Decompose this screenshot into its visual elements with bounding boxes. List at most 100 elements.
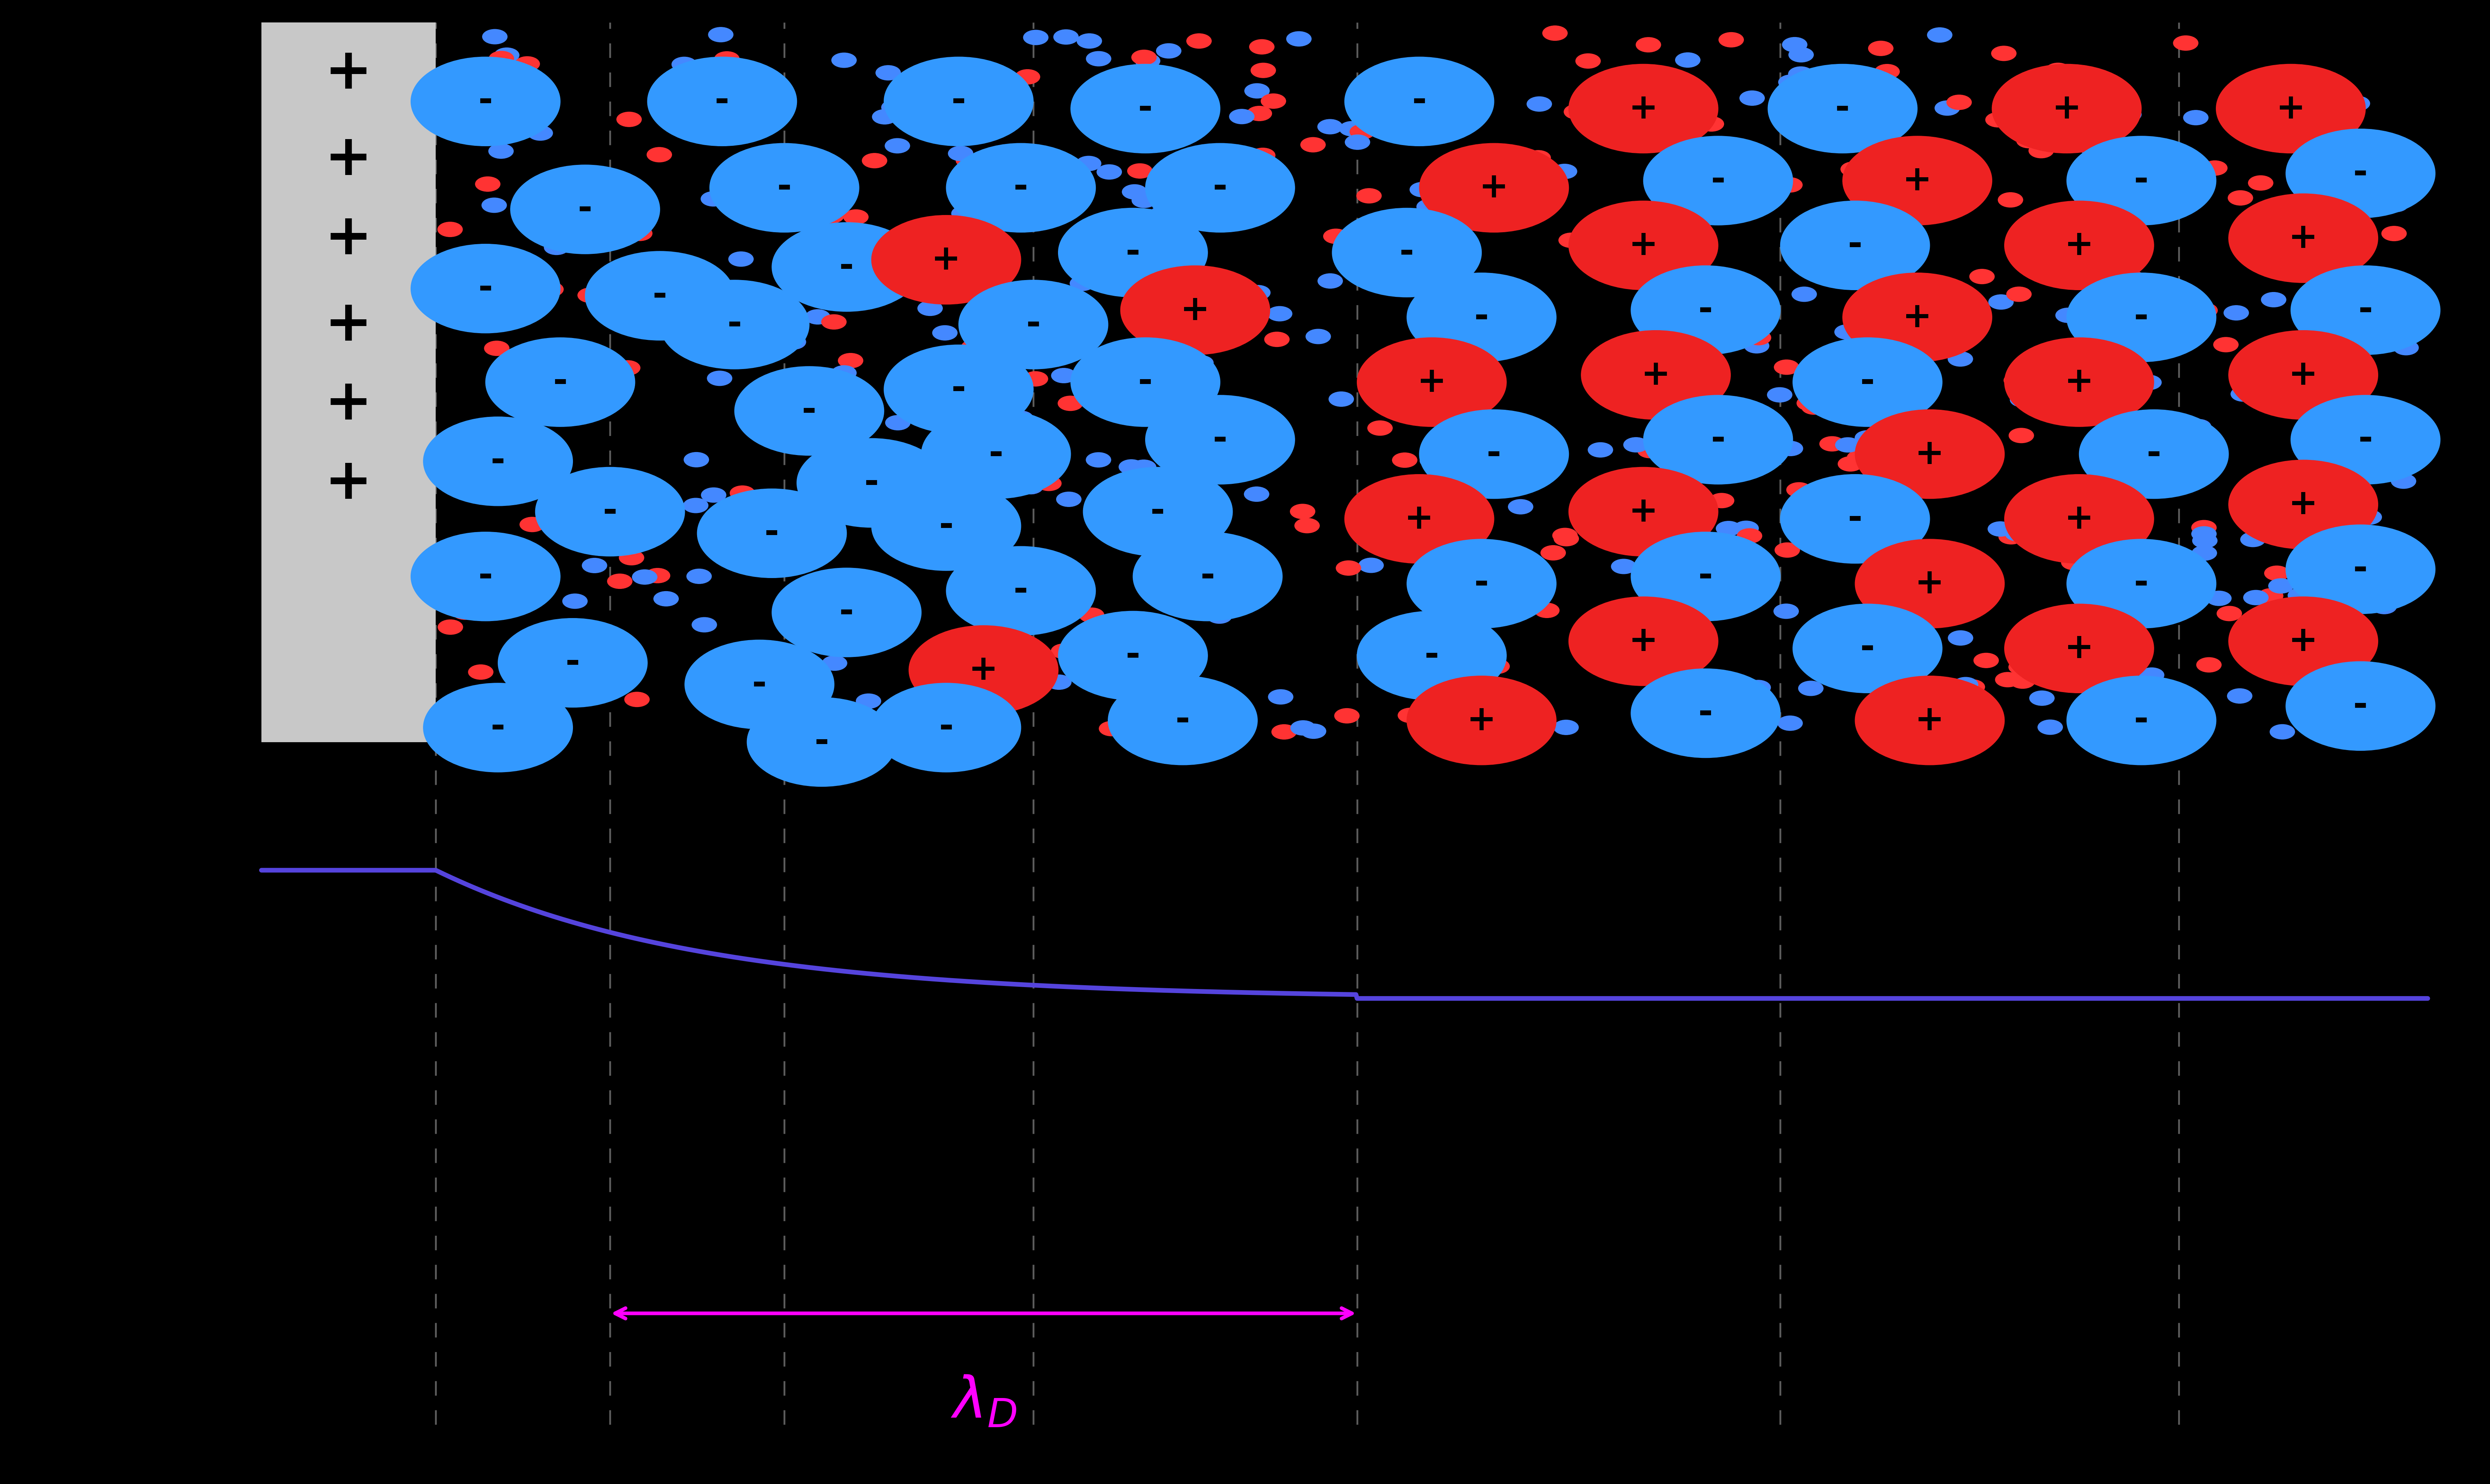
Circle shape [2229, 331, 2378, 420]
Circle shape [1541, 546, 1566, 561]
Circle shape [1594, 375, 1618, 390]
Circle shape [436, 304, 461, 319]
Circle shape [886, 416, 911, 430]
Circle shape [1788, 67, 1813, 82]
Circle shape [486, 337, 635, 427]
Circle shape [1330, 392, 1355, 407]
Circle shape [1360, 252, 1384, 267]
Circle shape [1479, 724, 1504, 739]
Circle shape [2206, 591, 2231, 605]
Circle shape [1718, 33, 1743, 47]
Text: +: + [1641, 358, 1671, 392]
Circle shape [1208, 608, 1233, 623]
Circle shape [1631, 266, 1780, 355]
Circle shape [538, 282, 563, 297]
Text: +: + [2064, 631, 2094, 666]
Circle shape [2321, 613, 2346, 628]
Circle shape [647, 147, 672, 162]
Circle shape [583, 558, 608, 573]
Circle shape [2286, 85, 2311, 99]
Circle shape [1733, 521, 1758, 536]
Circle shape [1051, 368, 1076, 383]
Circle shape [2276, 484, 2301, 499]
Circle shape [468, 665, 493, 680]
Circle shape [1272, 724, 1297, 739]
Circle shape [1133, 193, 1158, 208]
Circle shape [1472, 312, 1496, 326]
Circle shape [1646, 343, 1671, 358]
Circle shape [1559, 233, 1584, 248]
Circle shape [909, 626, 1058, 715]
Circle shape [411, 56, 560, 145]
Circle shape [2298, 156, 2323, 171]
Circle shape [889, 536, 914, 551]
Circle shape [732, 545, 757, 559]
Circle shape [1875, 177, 1900, 191]
Text: -: - [1835, 92, 1850, 126]
Circle shape [1180, 246, 1205, 261]
Circle shape [1708, 493, 1733, 508]
Circle shape [916, 258, 941, 273]
Text: -: - [1213, 171, 1228, 205]
Circle shape [1838, 457, 1863, 472]
Circle shape [578, 288, 603, 303]
Circle shape [483, 341, 508, 356]
Text: +: + [1628, 92, 1658, 126]
Circle shape [1071, 337, 1220, 427]
Circle shape [1409, 310, 1434, 325]
Circle shape [1170, 494, 1195, 509]
Circle shape [620, 551, 645, 565]
Circle shape [2109, 95, 2134, 110]
Circle shape [702, 488, 727, 503]
Circle shape [946, 546, 1096, 635]
Circle shape [2037, 720, 2062, 735]
Circle shape [1118, 646, 1143, 660]
Circle shape [1793, 604, 1942, 693]
Circle shape [1633, 260, 1658, 275]
Circle shape [2229, 597, 2378, 686]
Circle shape [2062, 134, 2087, 148]
Text: +: + [2064, 365, 2094, 399]
Circle shape [1845, 386, 1870, 401]
Circle shape [1701, 451, 1726, 466]
Circle shape [1716, 521, 1741, 536]
Circle shape [2194, 303, 2219, 318]
Circle shape [1907, 444, 1932, 459]
Text: -: - [2353, 689, 2368, 723]
Circle shape [989, 374, 1013, 389]
Circle shape [2286, 662, 2435, 751]
Circle shape [423, 683, 573, 772]
Circle shape [1345, 475, 1494, 564]
Circle shape [1609, 92, 1633, 107]
Circle shape [692, 617, 717, 632]
Circle shape [1305, 329, 1330, 344]
Circle shape [1623, 215, 1648, 230]
Circle shape [2087, 223, 2112, 237]
Circle shape [2092, 459, 2116, 473]
Circle shape [1472, 467, 1496, 482]
Circle shape [443, 93, 468, 108]
Circle shape [1295, 518, 1320, 533]
Circle shape [2351, 326, 2375, 341]
Circle shape [2370, 600, 2395, 614]
Text: -: - [491, 711, 505, 745]
Circle shape [1332, 208, 1482, 297]
Text: -: - [1138, 365, 1153, 399]
Circle shape [2181, 432, 2206, 447]
Text: +: + [931, 242, 961, 278]
Circle shape [563, 594, 588, 608]
Circle shape [1992, 46, 2017, 61]
Circle shape [730, 485, 754, 500]
Text: -: - [1487, 436, 1501, 472]
Text: +: + [2288, 625, 2318, 659]
Circle shape [1252, 174, 1277, 188]
Circle shape [1128, 163, 1153, 178]
Circle shape [797, 438, 946, 527]
Circle shape [1992, 64, 2141, 153]
Circle shape [710, 144, 859, 233]
Circle shape [1083, 467, 1233, 556]
Circle shape [1668, 141, 1693, 156]
Circle shape [1260, 93, 1285, 108]
Text: -: - [1860, 365, 1875, 399]
Circle shape [1372, 537, 1397, 552]
